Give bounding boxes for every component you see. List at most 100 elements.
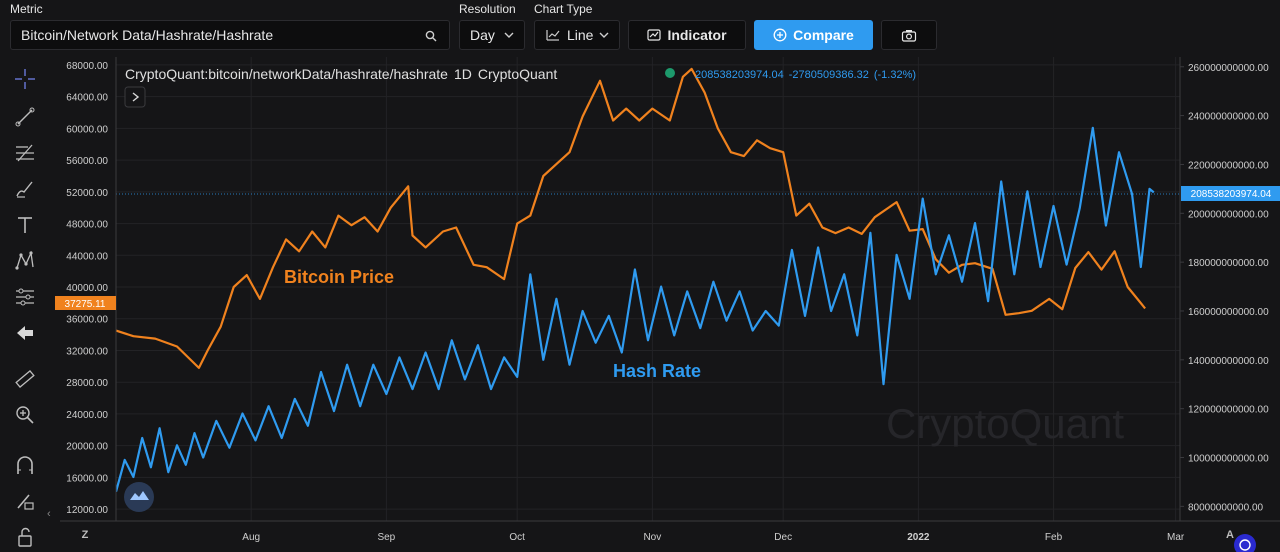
unlock-icon[interactable] <box>12 524 38 550</box>
chart-type-value: Line <box>567 27 594 43</box>
right-tick-label: 100000000000.00 <box>1188 454 1269 465</box>
value-badge <box>1181 186 1280 201</box>
value-badge-text: 208538203974.04 <box>1191 189 1272 200</box>
left-tick-label: 24000.00 <box>66 410 108 421</box>
metric-value: Bitcoin/Network Data/Hashrate/Hashrate <box>21 27 274 43</box>
brush-icon[interactable] <box>12 176 38 202</box>
watermark: CryptoQuant <box>886 400 1124 447</box>
left-tick-label: 60000.00 <box>66 124 108 135</box>
forecast-icon[interactable] <box>12 284 38 310</box>
right-tick-label: 200000000000.00 <box>1188 209 1269 220</box>
metric-search-field[interactable]: Bitcoin/Network Data/Hashrate/Hashrate <box>10 20 450 50</box>
timezone-z-button[interactable]: Z <box>82 529 89 541</box>
line-chart-icon <box>546 30 560 41</box>
price-badge-text: 37275.11 <box>65 299 106 310</box>
zoom-in-icon[interactable] <box>12 402 38 428</box>
chart-type-select[interactable]: Line <box>534 20 620 50</box>
chart-symbol: CryptoQuant:bitcoin/networkData/hashrate… <box>125 66 557 82</box>
camera-icon <box>901 29 917 42</box>
source-text: CryptoQuant <box>478 66 557 82</box>
compare-label: Compare <box>793 27 854 43</box>
price-badge <box>55 296 116 310</box>
annotation-bitcoin-price: Bitcoin Price <box>284 267 394 287</box>
left-tick-label: 52000.00 <box>66 188 108 199</box>
legend-values: 208538203974.04 -2780509386.32 (-1.32%) <box>695 69 916 81</box>
left-axis: 68000.00 64000.00 60000.00 56000.00 52000.00… <box>66 61 108 516</box>
annotation-hash-rate: Hash Rate <box>613 361 701 381</box>
indicator-icon <box>647 29 662 41</box>
metric-label: Metric <box>10 2 43 16</box>
right-tick-label: 260000000000.00 <box>1188 63 1269 74</box>
x-tick-label: Nov <box>643 532 661 543</box>
change-value: -2780509386.32 <box>789 69 869 81</box>
left-tick-label: 64000.00 <box>66 93 108 104</box>
screenshot-button[interactable] <box>881 20 937 50</box>
chevron-down-icon <box>504 32 514 38</box>
series-layer <box>116 67 1155 492</box>
series-line-bitcoin-price <box>116 67 1146 369</box>
right-axis: 260000000000.00 240000000000.00 2200000000… <box>1180 63 1269 513</box>
resolution-select[interactable]: Day <box>459 20 525 50</box>
x-tick-label: Mar <box>1167 532 1185 543</box>
drawing-tools-sidebar <box>0 58 50 552</box>
pattern-icon[interactable] <box>12 248 38 274</box>
resolution-label: Resolution <box>459 2 516 16</box>
left-tick-label: 56000.00 <box>66 156 108 167</box>
x-tick-label: Feb <box>1045 532 1063 543</box>
lock-draw-icon[interactable] <box>12 488 38 514</box>
chart-type-label: Chart Type <box>534 2 593 16</box>
grid <box>116 57 1180 521</box>
logo-mountain <box>130 491 149 500</box>
chevron-right-icon <box>132 92 140 102</box>
fib-icon[interactable] <box>12 140 38 166</box>
add-circle-icon <box>773 28 787 42</box>
left-tick-label: 40000.00 <box>66 283 108 294</box>
x-tick-label: Oct <box>509 532 525 543</box>
x-tick-label: Dec <box>774 532 792 543</box>
left-tick-label: 44000.00 <box>66 251 108 262</box>
right-tick-label: 120000000000.00 <box>1188 405 1269 416</box>
right-tick-label: 240000000000.00 <box>1188 112 1269 123</box>
resolution-value: Day <box>470 27 495 43</box>
left-tick-label: 20000.00 <box>66 442 108 453</box>
last-value: 208538203974.04 <box>695 69 784 81</box>
right-tick-label: 180000000000.00 <box>1188 258 1269 269</box>
left-tick-label: 16000.00 <box>66 473 108 484</box>
right-tick-label: 220000000000.00 <box>1188 160 1269 171</box>
expand-legend-button[interactable] <box>124 86 146 108</box>
right-tick-label: 80000000000.00 <box>1188 502 1264 513</box>
left-tick-label: 36000.00 <box>66 315 108 326</box>
right-tick-label: 140000000000.00 <box>1188 356 1269 367</box>
ruler-icon[interactable] <box>12 366 38 392</box>
auto-scale-button[interactable]: A <box>1226 529 1234 541</box>
symbol-text: CryptoQuant:bitcoin/networkData/hashrate… <box>125 66 448 82</box>
magnet-icon[interactable] <box>12 452 38 478</box>
left-tick-label: 32000.00 <box>66 346 108 357</box>
left-tick-label: 28000.00 <box>66 378 108 389</box>
x-tick-label: Sep <box>377 532 395 543</box>
series-line-hash-rate <box>116 126 1155 492</box>
chat-icon <box>1239 539 1251 551</box>
change-pct: (-1.32%) <box>874 69 916 81</box>
chevron-down-icon <box>599 32 609 38</box>
plot-area <box>116 57 1180 521</box>
x-tick-label: Aug <box>242 532 260 543</box>
indicator-button[interactable]: Indicator <box>628 20 746 50</box>
trend-line-icon[interactable] <box>12 104 38 130</box>
crosshair-icon[interactable] <box>12 66 38 92</box>
interval-text: 1D <box>454 66 472 82</box>
status-dot <box>665 68 675 78</box>
indicator-label: Indicator <box>667 27 727 43</box>
left-tick-label: 68000.00 <box>66 61 108 72</box>
back-arrow-icon[interactable] <box>12 320 38 346</box>
left-tick-label: 48000.00 <box>66 220 108 231</box>
text-icon[interactable] <box>12 212 38 238</box>
chat-button[interactable] <box>1234 534 1256 552</box>
left-tick-label: 12000.00 <box>66 505 108 516</box>
compare-button[interactable]: Compare <box>754 20 873 50</box>
x-axis: Aug Sep Oct Nov Dec 2022 Feb Mar <box>242 532 1185 543</box>
x-tick-label: 2022 <box>907 532 930 543</box>
right-tick-label: 160000000000.00 <box>1188 307 1269 318</box>
collapse-sidebar-icon[interactable]: ‹ <box>47 508 51 520</box>
